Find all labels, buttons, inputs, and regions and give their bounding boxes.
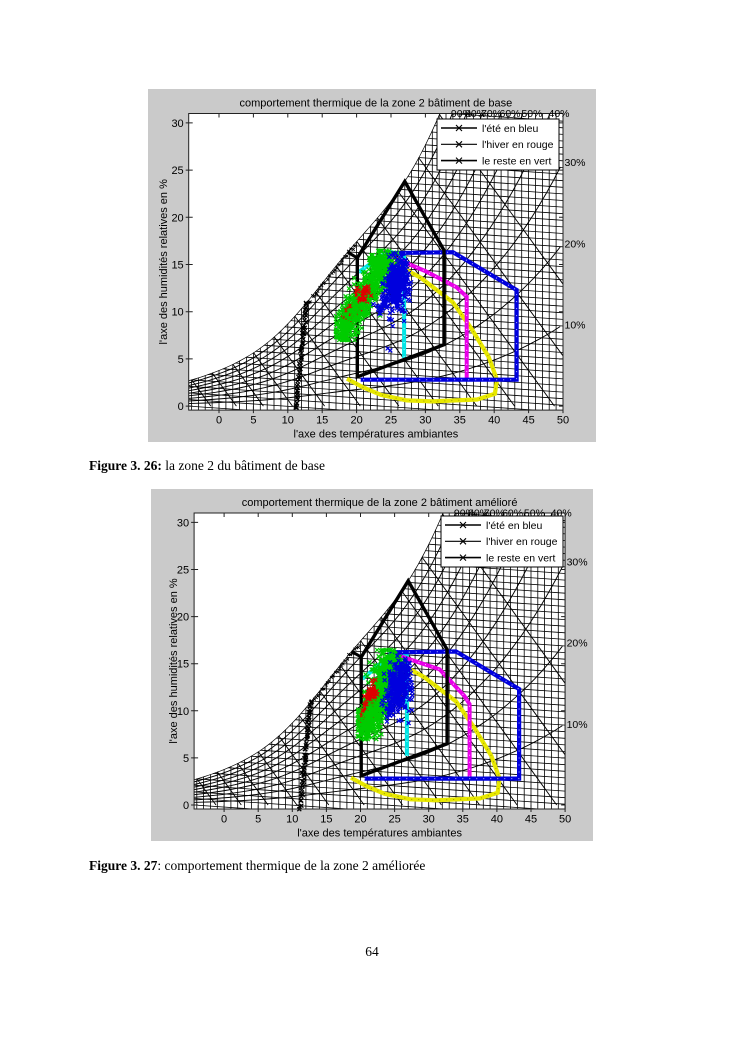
svg-text:50: 50 [559,814,571,826]
svg-text:40: 40 [488,415,500,427]
svg-text:15: 15 [177,659,189,671]
svg-text:45: 45 [522,415,534,427]
svg-text:10: 10 [171,307,183,319]
svg-text:10: 10 [286,814,298,826]
svg-text:0: 0 [183,800,189,812]
svg-text:10%: 10% [567,719,588,731]
svg-text:5: 5 [183,753,189,765]
svg-text:30: 30 [177,517,189,529]
svg-text:le reste en vert: le reste en vert [482,155,552,167]
svg-text:l'axe des humidités relatives: l'axe des humidités relatives en % [158,179,170,345]
svg-text:5: 5 [250,415,256,427]
svg-text:25: 25 [385,415,397,427]
svg-text:35: 35 [457,814,469,826]
svg-text:30: 30 [423,814,435,826]
svg-text:comportement thermique de la z: comportement thermique de la zone 2 bâti… [240,98,513,110]
svg-text:30%: 30% [565,157,586,169]
svg-text:45: 45 [525,814,537,826]
svg-text:80%: 80% [465,108,486,120]
svg-text:5: 5 [178,354,184,366]
svg-text:20: 20 [171,212,183,224]
svg-text:50: 50 [557,415,569,427]
svg-text:20: 20 [354,814,366,826]
svg-text:50%: 50% [521,108,542,120]
svg-text:70%: 70% [481,108,502,120]
svg-text:l'été en bleu: l'été en bleu [486,520,542,532]
svg-text:5: 5 [255,814,261,826]
svg-text:90%: 90% [451,108,472,120]
svg-text:0: 0 [216,415,222,427]
svg-text:20: 20 [350,415,362,427]
svg-text:15: 15 [171,260,183,272]
svg-text:l'hiver en rouge: l'hiver en rouge [486,536,558,548]
svg-text:l'axe des températures ambiant: l'axe des températures ambiantes [297,828,462,840]
svg-text:30: 30 [419,415,431,427]
svg-text:l'axe des températures ambiant: l'axe des températures ambiantes [294,429,459,441]
svg-text:l'axe des humidités relatives: l'axe des humidités relatives en % [168,578,180,744]
svg-text:0: 0 [221,814,227,826]
svg-text:40: 40 [491,814,503,826]
svg-text:10%: 10% [565,320,586,332]
svg-text:0: 0 [178,401,184,413]
svg-text:15: 15 [316,415,328,427]
svg-text:l'hiver en rouge: l'hiver en rouge [482,139,554,151]
svg-text:40%: 40% [548,108,569,120]
svg-text:25: 25 [388,814,400,826]
svg-text:20%: 20% [565,238,586,250]
svg-text:comportement thermique de la z: comportement thermique de la zone 2 bâti… [242,497,518,509]
svg-text:20: 20 [177,612,189,624]
svg-text:10: 10 [177,706,189,718]
svg-text:25: 25 [177,565,189,577]
svg-text:30%: 30% [567,556,588,568]
svg-text:30: 30 [171,118,183,130]
svg-text:25: 25 [171,165,183,177]
svg-text:le reste en vert: le reste en vert [486,552,556,564]
svg-text:15: 15 [320,814,332,826]
svg-text:10: 10 [282,415,294,427]
svg-text:l'été en bleu: l'été en bleu [482,123,538,135]
svg-text:60%: 60% [499,108,520,120]
svg-text:35: 35 [454,415,466,427]
svg-text:20%: 20% [567,638,588,650]
